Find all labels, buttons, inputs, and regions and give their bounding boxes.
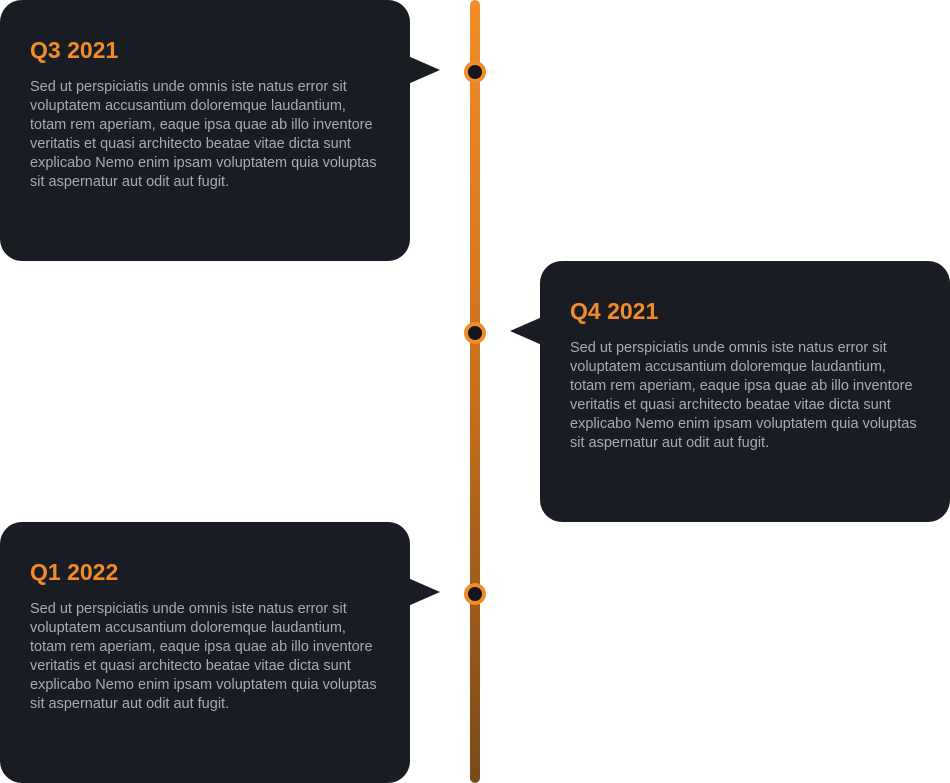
card-body: Sed ut perspiciatis unde omnis iste natu… [30, 601, 377, 712]
timeline-card-q3-2021: Q3 2021 Sed ut perspiciatis unde omnis i… [0, 0, 440, 261]
card-body: Sed ut perspiciatis unde omnis iste natu… [570, 340, 917, 451]
card-title: Q4 2021 [570, 298, 659, 324]
timeline-node-q3-2021 [464, 61, 486, 83]
timeline-node-q1-2022 [464, 583, 486, 605]
timeline-line [470, 0, 480, 783]
card-body: Sed ut perspiciatis unde omnis iste natu… [30, 79, 377, 190]
timeline-card-q4-2021: Q4 2021 Sed ut perspiciatis unde omnis i… [510, 261, 950, 522]
card-title: Q1 2022 [30, 559, 119, 585]
timeline-card-q1-2022: Q1 2022 Sed ut perspiciatis unde omnis i… [0, 522, 440, 783]
card-title: Q3 2021 [30, 37, 119, 63]
timeline-node-q4-2021 [464, 322, 486, 344]
